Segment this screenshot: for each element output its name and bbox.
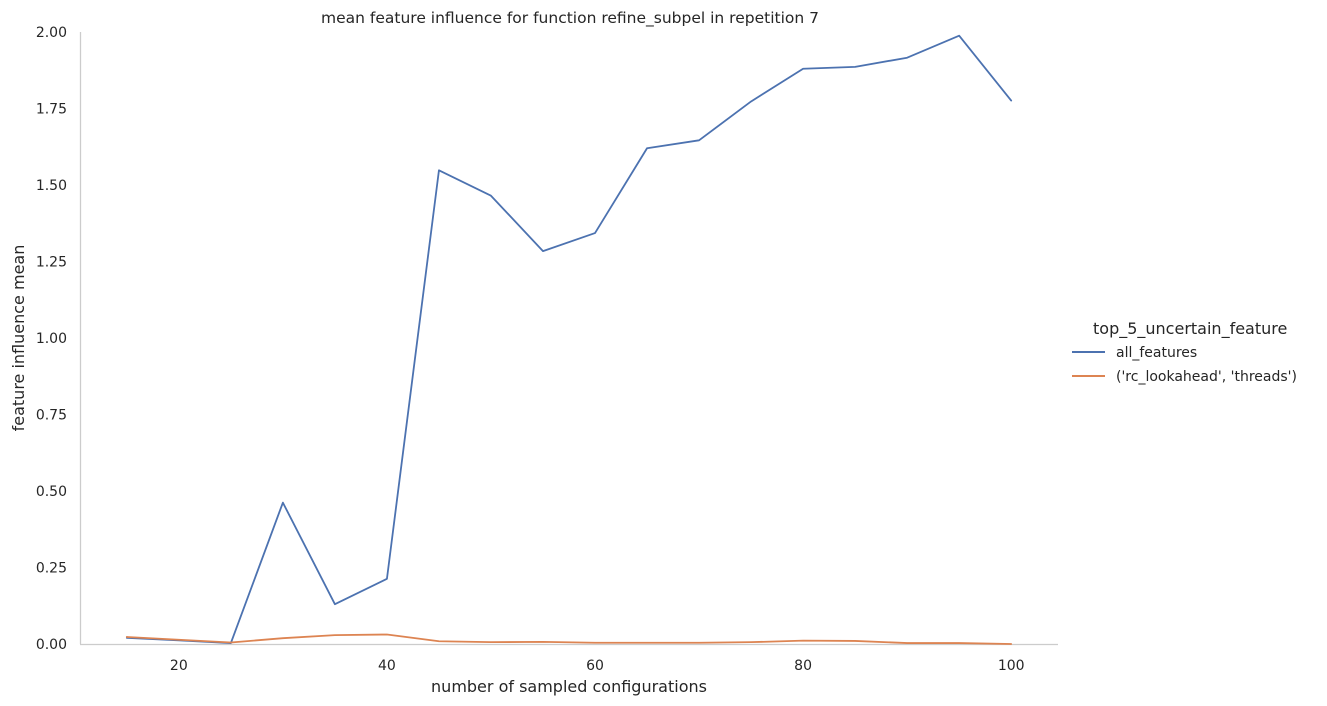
x-tick-label: 60 bbox=[586, 658, 604, 674]
legend-label: ('rc_lookahead', 'threads') bbox=[1116, 369, 1297, 385]
series-line-0 bbox=[125, 34, 1013, 644]
y-tick-label: 1.00 bbox=[36, 331, 67, 347]
legend-title: top_5_uncertain_feature bbox=[1093, 319, 1287, 339]
axes-spines bbox=[79, 32, 1058, 646]
x-tick-labels: 20 40 60 80 100 bbox=[170, 658, 1025, 674]
legend: top_5_uncertain_feature all_features ('rc… bbox=[1072, 319, 1297, 385]
series-lines bbox=[125, 34, 1013, 645]
y-tick-labels: 0.00 0.25 0.50 0.75 1.00 1.25 1.50 1.75 2.00 bbox=[36, 25, 67, 653]
x-tick-label: 80 bbox=[794, 658, 812, 674]
x-tick-label: 20 bbox=[170, 658, 188, 674]
y-tick-label: 2.00 bbox=[36, 25, 67, 41]
y-tick-label: 1.50 bbox=[36, 178, 67, 194]
y-tick-label: 1.25 bbox=[36, 255, 67, 271]
legend-label: all_features bbox=[1116, 345, 1197, 361]
y-tick-label: 0.00 bbox=[36, 637, 67, 653]
x-tick-label: 100 bbox=[998, 658, 1025, 674]
x-tick-label: 40 bbox=[378, 658, 396, 674]
chart-title: mean feature influence for function refi… bbox=[321, 9, 819, 28]
y-tick-label: 0.50 bbox=[36, 484, 67, 500]
y-axis-label: feature influence mean bbox=[9, 245, 28, 432]
y-tick-label: 1.75 bbox=[36, 102, 67, 118]
y-tick-label: 0.25 bbox=[36, 561, 67, 577]
series-line-1 bbox=[125, 633, 1013, 645]
y-tick-label: 0.75 bbox=[36, 408, 67, 424]
x-axis-label: number of sampled configurations bbox=[431, 677, 707, 696]
